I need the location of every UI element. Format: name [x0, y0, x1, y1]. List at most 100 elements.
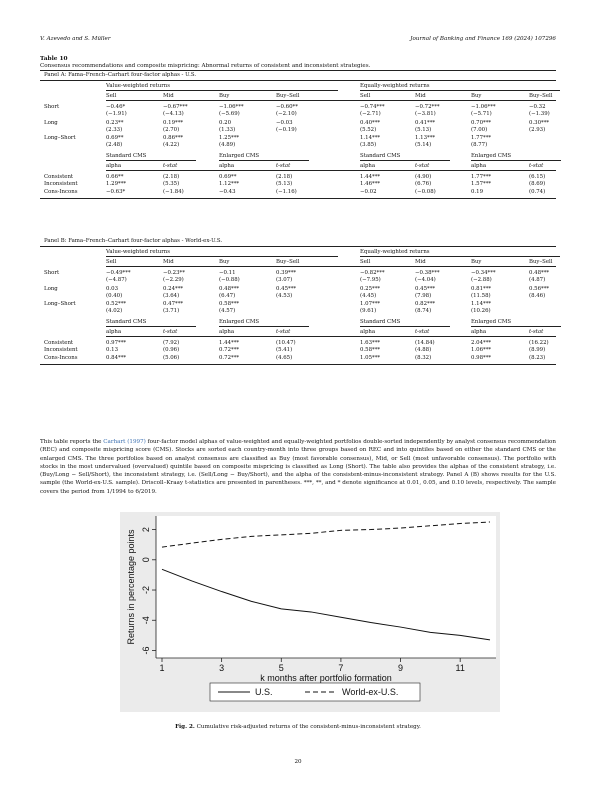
carhart-citation-link[interactable]: Carhart (1997) [103, 439, 146, 445]
column-header: Mid [415, 93, 426, 99]
sub-column-header: alpha [471, 162, 487, 169]
sub-group-header: Enlarged CMS [471, 152, 512, 159]
column-header: Buy–Sell [276, 259, 300, 265]
table-rule [106, 325, 196, 327]
table-cell: 1.06*** [471, 347, 492, 353]
table-cell-tstat: (4.53) [276, 292, 293, 299]
table-cell: 0.81*** [471, 285, 492, 292]
sub-column-header: alpha [360, 162, 376, 169]
table-cell: 0.58*** [360, 347, 381, 353]
table-cell-tstat: (−2.10) [276, 111, 297, 117]
table-cell: −0.03 [276, 119, 293, 126]
table-cell: 0.23** [106, 119, 124, 126]
table-rule [471, 159, 561, 161]
table-cell: 1.46*** [360, 181, 381, 187]
table-cell: 0.72*** [219, 347, 240, 353]
x-tick-label: 9 [398, 663, 403, 673]
x-tick-label: 7 [338, 663, 343, 673]
table-cell-tstat: (4.89) [219, 142, 236, 148]
table-cell: 0.13 [106, 347, 119, 353]
table-cell: (2.18) [163, 173, 180, 180]
table-cell: (8.69) [529, 181, 546, 187]
table-cell: (−1.16) [276, 188, 297, 195]
table-cell: 0.48*** [219, 285, 240, 292]
table-cell: −0.63* [106, 188, 126, 195]
table-cell: 0.98*** [471, 354, 492, 361]
table-cell-tstat: (0.40) [106, 292, 123, 299]
sub-group-header: Standard CMS [106, 152, 147, 159]
table-cell: (−1.84) [163, 188, 184, 195]
row-label: Inconsistent [44, 181, 78, 187]
figure-caption-text: Cumulative risk-adjusted returns of the … [194, 724, 421, 730]
sub-column-header: t-stat [163, 328, 178, 335]
table-cell: 1.05*** [360, 354, 381, 361]
table-cell: (14.84) [415, 339, 435, 346]
page-number: 20 [294, 759, 302, 765]
legend-entry: World-ex-U.S. [342, 687, 398, 697]
series-line-world-ex-us [161, 521, 491, 548]
table-cell: (5.35) [163, 181, 180, 187]
sub-column-header: t-stat [529, 162, 544, 169]
table-cell: (−0.08) [415, 188, 436, 195]
table-cell: 1.77*** [471, 173, 492, 180]
column-header: Sell [360, 93, 371, 99]
column-header: Sell [106, 93, 117, 99]
table-rule [106, 90, 338, 91]
column-header: Buy–Sell [276, 93, 300, 99]
table-caption: Consensus recommendations and composite … [40, 63, 371, 69]
table-cell: 0.52*** [106, 301, 127, 307]
table-cell-tstat: (−1.39) [529, 111, 550, 117]
row-label: Cons-Incons [44, 354, 78, 361]
y-tick-label: -6 [141, 646, 151, 654]
sub-group-header: Enlarged CMS [219, 152, 260, 159]
table-cell: 0.72*** [219, 354, 240, 361]
sub-column-header: t-stat [529, 328, 544, 335]
table-cell-tstat: (5.13) [415, 126, 432, 133]
table-cell: 1.77*** [471, 135, 492, 141]
table-cell: 0.20 [219, 119, 232, 126]
table-rule [106, 100, 556, 101]
column-header: Mid [415, 259, 426, 265]
table-cell: 1.07*** [360, 301, 381, 307]
running-header-journal: Journal of Banking and Finance 169 (2024… [410, 36, 556, 42]
row-label: Short [44, 104, 60, 110]
table-cell: (5.13) [276, 181, 293, 187]
row-label: Long [44, 119, 58, 126]
sub-column-header: alpha [106, 328, 122, 335]
table-rule [40, 198, 556, 199]
table-cell-tstat: (4.02) [106, 308, 123, 314]
sub-column-header: t-stat [415, 328, 430, 335]
table-cell: (7.92) [163, 339, 180, 346]
table-rule [40, 364, 556, 365]
column-header: Buy–Sell [529, 93, 553, 99]
table-cell-tstat: (9.61) [360, 308, 377, 314]
sub-column-header: alpha [219, 328, 235, 335]
table-cell-tstat: (2.93) [529, 126, 546, 133]
table-cell-tstat: (3.64) [163, 292, 180, 299]
sub-column-header: t-stat [276, 162, 291, 169]
sub-group-header: Standard CMS [360, 318, 401, 325]
table-cell: (6.15) [529, 173, 546, 180]
x-tick-label: 3 [219, 663, 224, 673]
row-label: Long–Short [44, 301, 76, 307]
table-cell: 1.57*** [471, 181, 492, 187]
x-axis-label: k months after portfolio formation [260, 673, 392, 683]
table-cell-tstat: (7.00) [471, 126, 488, 133]
sub-column-header: alpha [106, 162, 122, 169]
table-cell: −0.82*** [360, 270, 385, 276]
table-rule [106, 335, 556, 337]
row-label: Short [44, 270, 60, 276]
column-header: Buy [471, 93, 482, 99]
table-cell: (4.90) [415, 173, 432, 180]
table-cell: 0.97*** [106, 339, 127, 346]
table-cell: 0.48*** [529, 270, 550, 276]
x-tick-label: 11 [456, 663, 465, 673]
table-cell: 0.45*** [276, 285, 297, 292]
table-cell: (8.99) [529, 347, 546, 353]
x-tick-label: 5 [279, 663, 284, 673]
table-cell-tstat: (3.71) [163, 308, 180, 314]
table-cell-tstat: (3.07) [276, 277, 293, 283]
table-cell: −0.32 [529, 104, 546, 110]
legend-entry: U.S. [255, 687, 273, 697]
table-cell-tstat: (2.70) [163, 126, 180, 133]
